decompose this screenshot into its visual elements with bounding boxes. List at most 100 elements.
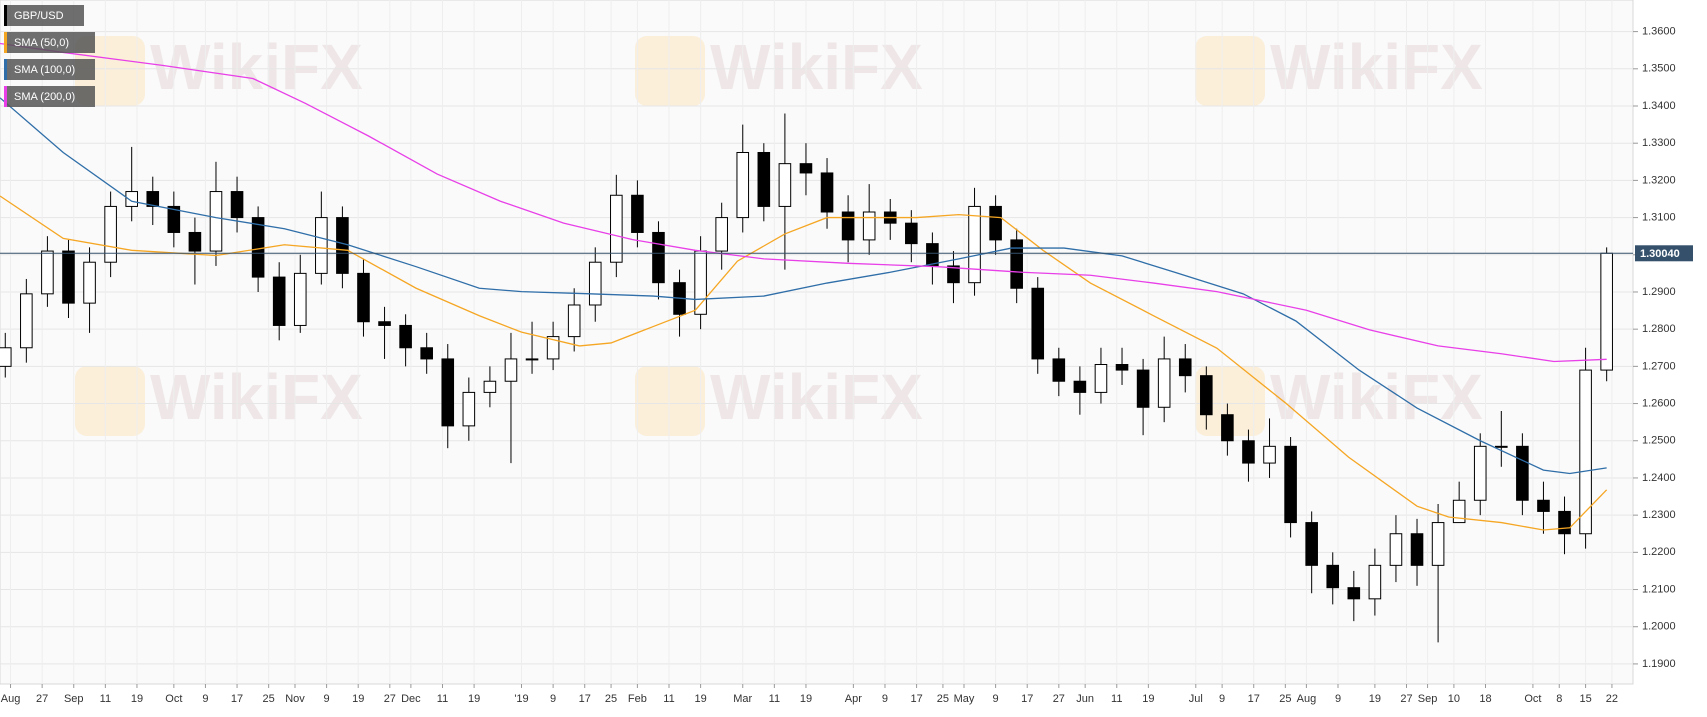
watermark: WikiFX — [150, 361, 363, 433]
candle-body — [399, 324, 412, 349]
candle-body — [251, 217, 265, 278]
candle-body — [188, 231, 202, 252]
candle-body — [1558, 510, 1571, 535]
candle-body — [715, 217, 728, 252]
watermark-logo — [1195, 36, 1265, 106]
x-tick-label: Aug — [1297, 693, 1317, 705]
x-tick-label: 9 — [202, 693, 208, 705]
candle-body — [125, 191, 138, 207]
y-tick-label: 1.2700 — [1642, 360, 1676, 372]
axes: 1.1900 1.2000 1.2100 1.2200 1.2300 1.2400 1.25… — [1, 26, 1693, 705]
x-tick-label: 18 — [1479, 693, 1491, 705]
candle-body — [1136, 369, 1150, 408]
x-tick-label: 17 — [579, 693, 591, 705]
watermark: WikiFX — [1270, 361, 1483, 433]
candle-body — [420, 347, 433, 360]
candle-body — [610, 194, 623, 263]
candle-body — [905, 222, 918, 245]
legend-box — [4, 32, 95, 53]
watermark: WikiFX — [1270, 31, 1483, 103]
x-tick-label: 27 — [1400, 693, 1412, 705]
candle-body — [272, 276, 286, 326]
candle-body — [62, 250, 75, 304]
legend-label: SMA (50,0) — [14, 37, 69, 49]
candle-body — [1368, 564, 1382, 600]
x-tick-label: Apr — [845, 693, 862, 705]
y-tick-label: 1.1900 — [1642, 658, 1676, 670]
x-tick-label: Oct — [1524, 693, 1541, 705]
x-tick-label: 25 — [1279, 693, 1291, 705]
candle-body — [1326, 564, 1340, 589]
price-label-box — [1635, 245, 1693, 262]
x-tick-label: 27 — [1053, 693, 1065, 705]
candle-body — [378, 321, 391, 326]
x-tick-label: Sep — [64, 693, 84, 705]
candle-body — [631, 194, 644, 233]
candle-body — [20, 293, 33, 349]
x-tick-label: 19 — [352, 693, 364, 705]
candle-body — [1052, 358, 1066, 382]
x-tick-label: 25 — [263, 693, 275, 705]
y-tick-label: 1.2500 — [1642, 435, 1676, 447]
candle-body — [1284, 445, 1297, 524]
x-tick-label: 15 — [1579, 693, 1591, 705]
candle-body — [1600, 252, 1613, 371]
x-tick-label: 27 — [36, 693, 48, 705]
candle-body — [567, 304, 581, 338]
watermarks: WikiFX WikiFX WikiFX WikiFX WikiFX WikiFX — [75, 31, 1483, 436]
candle-body — [83, 261, 96, 304]
x-tick-label: 17 — [1021, 693, 1033, 705]
x-tick-label: 25 — [605, 693, 617, 705]
candle-body — [41, 250, 54, 295]
y-tick-label: 1.2100 — [1642, 583, 1676, 595]
candle-body — [0, 347, 12, 367]
x-tick-label: '19 — [514, 693, 528, 705]
candle-body — [441, 358, 455, 427]
x-tick-label: Oct — [165, 693, 182, 705]
watermark-logo — [635, 36, 705, 106]
x-tick-label: 19 — [1142, 693, 1154, 705]
y-tick-label: 1.3300 — [1642, 137, 1676, 149]
candle-body — [1473, 445, 1487, 501]
y-tick-label: 1.3500 — [1642, 63, 1676, 75]
candle-body — [1537, 499, 1550, 512]
candle-body — [483, 380, 497, 393]
candle-body — [1157, 358, 1171, 408]
watermark-logo — [75, 366, 145, 436]
x-tick-label: Aug — [1, 693, 21, 705]
candle-body — [1389, 533, 1403, 566]
candle-body — [1305, 522, 1318, 566]
sma-line — [0, 97, 1607, 475]
x-tick-label: 9 — [993, 693, 999, 705]
candle-body — [1200, 375, 1213, 416]
x-tick-label: Jun — [1076, 693, 1094, 705]
x-tick-label: Feb — [628, 693, 647, 705]
x-tick-label: 9 — [324, 693, 330, 705]
y-tick-label: 1.3400 — [1642, 100, 1676, 112]
y-tick-label: 1.2400 — [1642, 472, 1676, 484]
candle-body — [968, 205, 981, 284]
candle-body — [588, 261, 602, 306]
candle-body — [1010, 239, 1023, 289]
legend-swatch — [4, 32, 7, 53]
x-tick-label: 19 — [694, 693, 706, 705]
x-tick-label: 11 — [1111, 693, 1122, 705]
x-tick-label: 19 — [131, 693, 143, 705]
candle-body — [336, 217, 349, 274]
legend-label: GBP/USD — [14, 10, 64, 22]
candle-body — [1516, 445, 1529, 501]
x-tick-label: 9 — [882, 693, 888, 705]
legend-swatch — [4, 5, 7, 26]
x-tick-label: 22 — [1606, 693, 1618, 705]
x-tick-label: 9 — [1219, 693, 1225, 705]
candle-body — [841, 211, 855, 241]
legend-swatch — [4, 86, 7, 107]
legend-box — [4, 59, 95, 80]
y-tick-label: 1.2800 — [1642, 323, 1676, 335]
y-tick-label: 1.2200 — [1642, 546, 1676, 558]
candle-body — [1094, 364, 1108, 393]
x-tick-label: Dec — [401, 693, 421, 705]
candle-body — [293, 272, 307, 326]
x-tick-label: 11 — [100, 693, 111, 705]
x-tick-label: 10 — [1448, 693, 1460, 705]
